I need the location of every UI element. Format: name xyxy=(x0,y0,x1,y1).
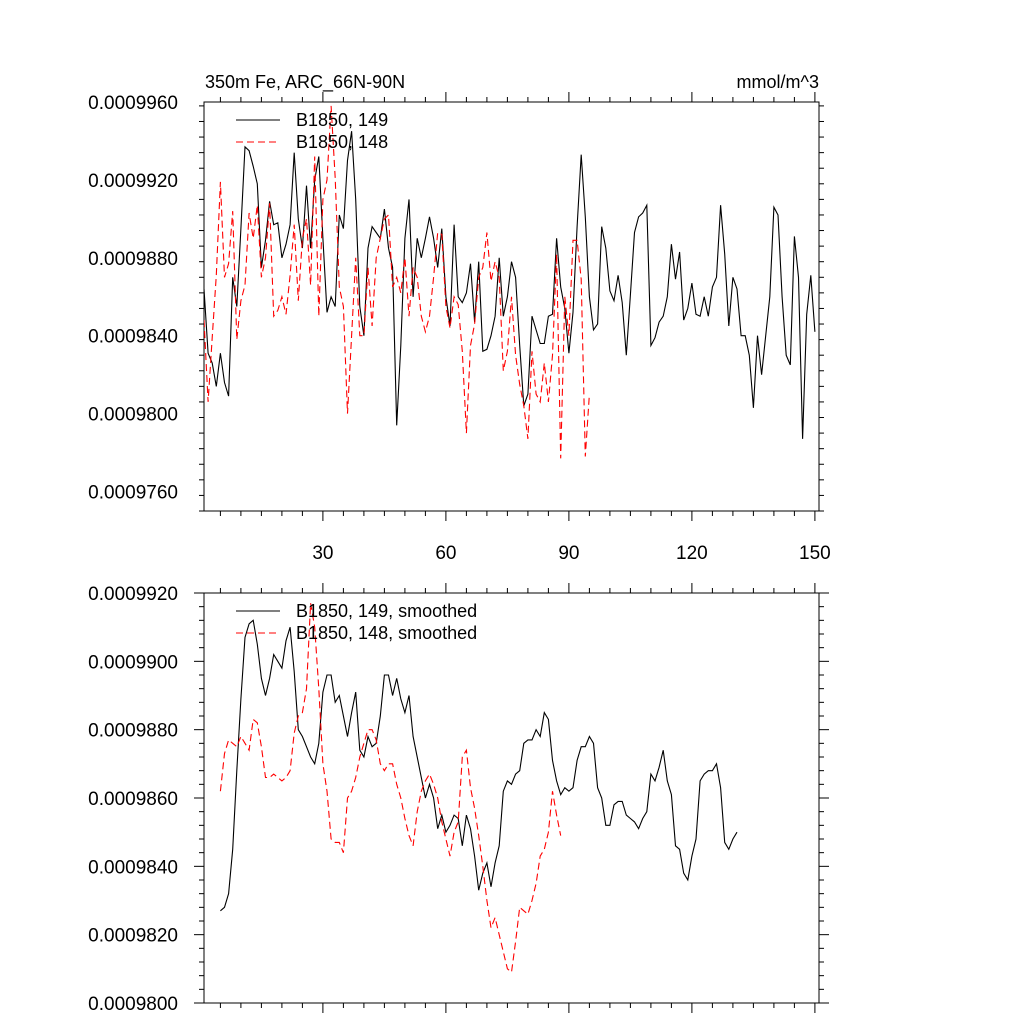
y-tick-label: 0.0009840 xyxy=(88,327,178,348)
y-tick-label: 0.0009840 xyxy=(88,857,178,878)
units-label: mmol/m^3 xyxy=(737,72,819,92)
y-tick-label: 0.0009920 xyxy=(88,171,178,192)
y-tick-label: 0.0009880 xyxy=(88,721,178,742)
legend-label-2: B1850, 148, smoothed xyxy=(296,623,477,643)
y-tick-label: 0.0009900 xyxy=(88,652,178,673)
series-line-1 xyxy=(204,131,816,439)
plot-frame xyxy=(203,592,820,1004)
legend-label-2: B1850, 148 xyxy=(296,132,388,152)
series-line-1 xyxy=(220,619,738,912)
y-tick-label: 0.0009860 xyxy=(88,789,178,810)
x-tick-label: 120 xyxy=(676,543,708,564)
series-line-2 xyxy=(204,105,590,459)
plot-frame xyxy=(203,101,820,512)
legend-label-1: B1850, 149, smoothed xyxy=(296,601,477,621)
y-tick-label: 0.0009760 xyxy=(88,483,178,504)
x-tick-label: 90 xyxy=(558,543,579,564)
x-tick-label: 30 xyxy=(312,543,333,564)
top-panel: 0.0009760 0.0009800 0.0009840 0.0009880 0.00… xyxy=(88,72,831,564)
series-line-2 xyxy=(219,603,562,974)
y-tick-label: 0.0009880 xyxy=(88,249,178,270)
chart-title: 350m Fe, ARC_66N-90N xyxy=(205,72,405,93)
y-tick-label: 0.0009960 xyxy=(88,93,178,114)
bottom-panel: 0.0009800 0.0009820 0.0009840 0.0009860 0.00… xyxy=(88,583,829,1015)
y-tick-label: 0.0009800 xyxy=(88,994,178,1015)
y-tick-label: 0.0009820 xyxy=(88,926,178,947)
x-tick-label: 60 xyxy=(435,543,456,564)
legend-label-1: B1850, 149 xyxy=(296,110,388,130)
x-tick-label: 150 xyxy=(799,543,831,564)
y-tick-label: 0.0009920 xyxy=(88,584,178,605)
y-tick-label: 0.0009800 xyxy=(88,405,178,426)
